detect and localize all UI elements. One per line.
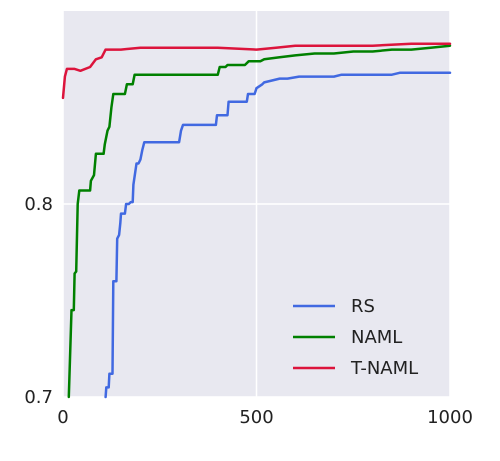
series-lines	[61, 42, 452, 399]
series-line-t-naml	[61, 42, 452, 100]
y-tick-label: 0.7	[24, 387, 53, 408]
grid	[62, 11, 451, 398]
legend-label-naml: NAML	[351, 327, 402, 348]
series-line-rs	[104, 71, 452, 399]
x-tick-label: 1000	[427, 407, 473, 428]
y-tick-label: 0.8	[24, 194, 53, 215]
series-line-naml	[67, 44, 452, 399]
x-tick-label: 0	[57, 407, 68, 428]
axis-ticks: 0 500 1000 0.7 0.8	[24, 194, 473, 428]
legend-label-rs: RS	[351, 296, 375, 317]
legend: RS NAML T-NAML	[293, 296, 418, 379]
x-tick-label: 500	[239, 407, 273, 428]
legend-label-t-naml: T-NAML	[350, 358, 418, 379]
